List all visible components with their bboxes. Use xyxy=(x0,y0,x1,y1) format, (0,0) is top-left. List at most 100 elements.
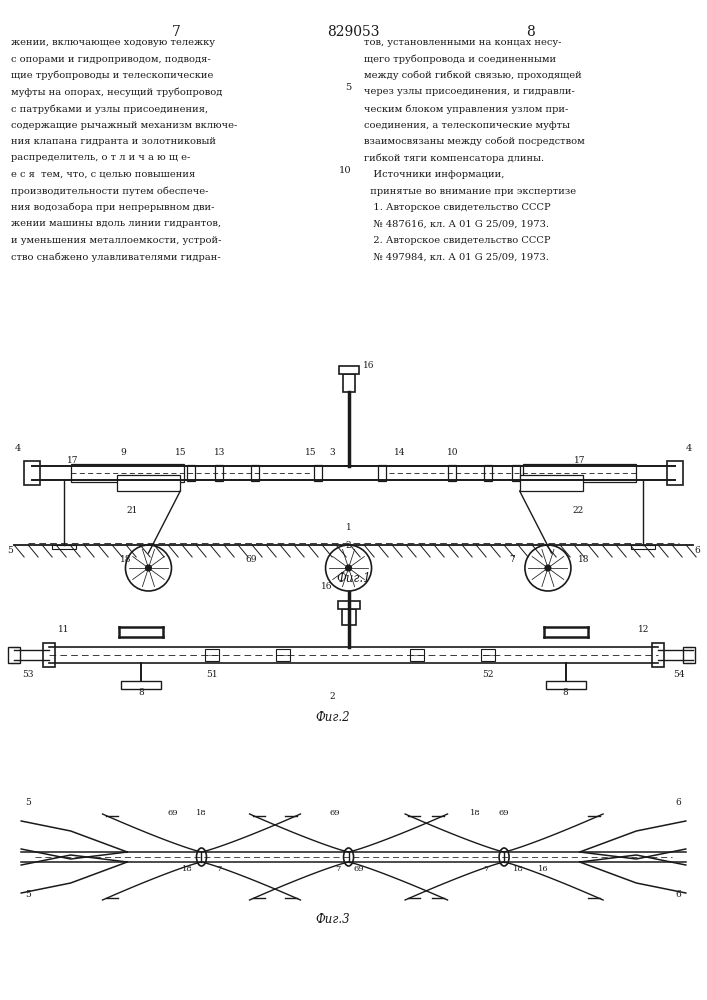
Bar xyxy=(341,609,356,625)
Text: 15: 15 xyxy=(305,448,317,457)
Text: 9: 9 xyxy=(121,448,127,457)
Text: 5: 5 xyxy=(25,798,31,807)
Text: 18: 18 xyxy=(182,865,193,873)
Text: гибкой тяги компенсатора длины.: гибкой тяги компенсатора длины. xyxy=(364,153,544,163)
Text: 5: 5 xyxy=(345,84,351,93)
Text: 12: 12 xyxy=(638,625,649,634)
Text: 69: 69 xyxy=(329,809,340,817)
Text: е с я  тем, что, с целью повышения: е с я тем, что, с целью повышения xyxy=(11,170,195,179)
Bar xyxy=(122,681,161,689)
Text: ния водозабора при непрерывном дви-: ния водозабора при непрерывном дви- xyxy=(11,203,214,213)
Bar xyxy=(667,461,683,485)
Text: 7: 7 xyxy=(509,555,515,564)
Text: 16: 16 xyxy=(321,582,332,591)
Text: 54: 54 xyxy=(673,670,684,679)
Text: 4: 4 xyxy=(15,444,21,453)
Text: через узлы присоединения, и гидравли-: через узлы присоединения, и гидравли- xyxy=(364,88,575,97)
Bar xyxy=(343,374,354,392)
Text: 7: 7 xyxy=(484,865,489,873)
Text: 22: 22 xyxy=(573,506,584,515)
Text: 2: 2 xyxy=(329,692,335,701)
Text: 16: 16 xyxy=(537,865,549,873)
Bar xyxy=(481,649,495,661)
Text: 8: 8 xyxy=(526,25,534,39)
Text: 10: 10 xyxy=(339,166,351,175)
Text: 15: 15 xyxy=(175,448,186,457)
Text: 16: 16 xyxy=(363,360,374,369)
Bar xyxy=(337,601,360,609)
Bar xyxy=(652,643,663,667)
Text: 8: 8 xyxy=(139,688,144,697)
Text: 69: 69 xyxy=(498,809,510,817)
Bar xyxy=(520,475,583,491)
Circle shape xyxy=(346,565,351,571)
Text: с патрубками и узлы присоединения,: с патрубками и узлы присоединения, xyxy=(11,104,208,113)
Text: 2. Авторское свидетельство СССР: 2. Авторское свидетельство СССР xyxy=(364,236,551,245)
Text: распределитель, о т л и ч а ю щ е-: распределитель, о т л и ч а ю щ е- xyxy=(11,153,190,162)
Text: щего трубопровода и соединенными: щего трубопровода и соединенными xyxy=(364,54,556,64)
Text: 18: 18 xyxy=(513,865,524,873)
Text: ство снабжено улавливателями гидран-: ство снабжено улавливателями гидран- xyxy=(11,252,221,262)
Text: 5: 5 xyxy=(25,890,31,899)
Text: 17: 17 xyxy=(67,456,78,465)
Bar xyxy=(684,647,695,663)
Text: 8: 8 xyxy=(563,688,568,697)
Text: 5: 5 xyxy=(7,546,13,555)
Bar xyxy=(523,464,636,482)
Text: 10: 10 xyxy=(447,448,458,457)
Text: 6: 6 xyxy=(676,798,682,807)
Text: 4: 4 xyxy=(686,444,692,453)
Text: 6: 6 xyxy=(676,890,682,899)
Text: 51: 51 xyxy=(206,670,218,679)
Circle shape xyxy=(146,565,151,571)
Text: принятые во внимание при экспертизе: принятые во внимание при экспертизе xyxy=(364,186,576,196)
Text: и уменьшения металлоемкости, устрой-: и уменьшения металлоемкости, устрой- xyxy=(11,236,221,245)
Text: 7: 7 xyxy=(335,865,341,873)
Text: 18: 18 xyxy=(120,555,132,564)
Text: производительности путем обеспече-: производительности путем обеспече- xyxy=(11,186,208,196)
Bar xyxy=(410,649,424,661)
Text: № 487616, кл. А 01 G 25/09, 1973.: № 487616, кл. А 01 G 25/09, 1973. xyxy=(364,220,549,229)
Text: жении машины вдоль линии гидрантов,: жении машины вдоль линии гидрантов, xyxy=(11,220,221,229)
Text: 1. Авторское свидетельство СССР: 1. Авторское свидетельство СССР xyxy=(364,203,551,212)
Bar xyxy=(44,643,55,667)
Text: с опорами и гидроприводом, подводя-: с опорами и гидроприводом, подводя- xyxy=(11,54,211,64)
Text: Фиг.2: Фиг.2 xyxy=(315,711,349,724)
Bar xyxy=(24,461,40,485)
Text: жении, включающее ходовую тележку: жении, включающее ходовую тележку xyxy=(11,38,215,47)
Bar xyxy=(8,647,20,663)
Text: № 497984, кл. А 01 G 25/09, 1973.: № 497984, кл. А 01 G 25/09, 1973. xyxy=(364,252,549,261)
Text: 1: 1 xyxy=(346,523,351,532)
Text: 18: 18 xyxy=(196,809,207,817)
Bar xyxy=(52,545,76,549)
Bar xyxy=(512,465,520,481)
Text: соединения, а телескопические муфты: соединения, а телескопические муфты xyxy=(364,120,570,129)
Circle shape xyxy=(545,565,551,571)
Text: 69: 69 xyxy=(354,865,365,873)
Text: Источники информации,: Источники информации, xyxy=(364,170,505,179)
Text: взаимосвязаны между собой посредством: взаимосвязаны между собой посредством xyxy=(364,137,585,146)
Text: 52: 52 xyxy=(482,670,493,679)
Text: содержащие рычажный механизм включе-: содержащие рычажный механизм включе- xyxy=(11,120,237,129)
Text: 18: 18 xyxy=(470,809,481,817)
Bar xyxy=(339,366,358,374)
Text: 7: 7 xyxy=(173,25,181,39)
Text: 6: 6 xyxy=(694,546,700,555)
Bar xyxy=(276,649,290,661)
Bar xyxy=(546,681,585,689)
Text: Фиг.1: Фиг.1 xyxy=(337,572,370,585)
Text: 829053: 829053 xyxy=(327,25,380,39)
Text: 53: 53 xyxy=(23,670,34,679)
Text: щие трубопроводы и телескопические: щие трубопроводы и телескопические xyxy=(11,71,213,81)
Bar xyxy=(314,465,322,481)
Bar xyxy=(250,465,259,481)
Text: 69: 69 xyxy=(245,555,257,564)
Text: 69: 69 xyxy=(168,809,179,817)
Bar xyxy=(448,465,457,481)
Bar xyxy=(117,475,180,491)
Text: тов, установленными на концах несу-: тов, установленными на концах несу- xyxy=(364,38,561,47)
Text: 7: 7 xyxy=(216,865,222,873)
Text: ния клапана гидранта и золотниковый: ния клапана гидранта и золотниковый xyxy=(11,137,216,146)
Text: Фиг.3: Фиг.3 xyxy=(315,913,349,926)
Text: 11: 11 xyxy=(58,625,69,634)
